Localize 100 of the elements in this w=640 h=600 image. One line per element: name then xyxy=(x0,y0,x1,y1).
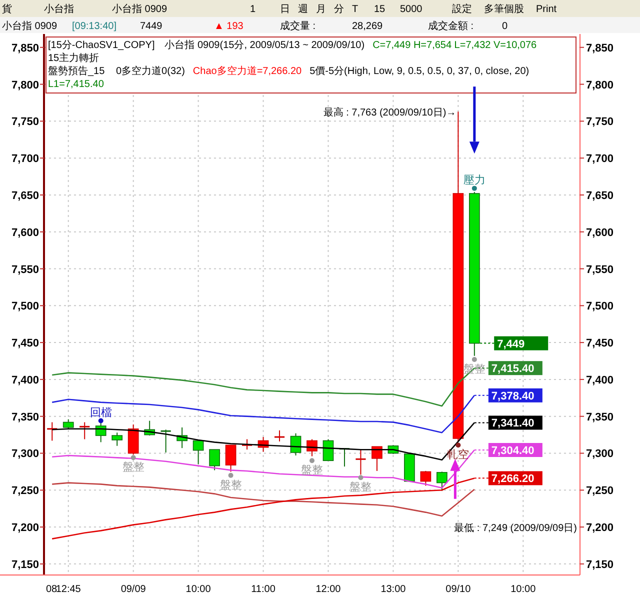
candlestick xyxy=(436,471,448,492)
text: 成交量 : xyxy=(280,20,316,32)
text: Print xyxy=(536,4,557,15)
annotation: 15主力轉折 xyxy=(48,52,100,64)
data-label: 7,378.40 xyxy=(491,390,534,402)
point xyxy=(358,475,364,480)
y-tick-label: 7,250 xyxy=(11,485,39,498)
candlestick xyxy=(241,438,253,450)
text: 成交金額 : xyxy=(428,20,474,32)
annotation: C=7,449 H=7,654 L=7,432 V=10,076 xyxy=(372,40,538,51)
y2-tick-label: 7,750 xyxy=(586,116,614,128)
y-tick-label: 7,550 xyxy=(11,264,39,276)
y2-tick-label: 7,250 xyxy=(586,485,614,498)
y-tick-label: 7,600 xyxy=(11,226,39,239)
x-tick-label: 10:00 xyxy=(510,584,536,595)
y2-tick-label: 7,800 xyxy=(586,79,614,92)
series-label: 軋空 xyxy=(447,448,470,462)
text: 設定 xyxy=(452,3,472,15)
y-tick-label: 7,150 xyxy=(11,558,39,571)
y-tick-label: 7,850 xyxy=(11,42,39,54)
text: 盤整 xyxy=(122,462,144,474)
y2-tick-label: 7,500 xyxy=(586,300,614,313)
chart-title: [15分-ChaoSV1_COPY] 小台指 0909(15分, 2009/05/13 ~ 2009/09/10) xyxy=(48,39,365,51)
text: 週 xyxy=(298,4,308,15)
y2-tick-label: 7,700 xyxy=(586,153,614,166)
text: [09:13:40] xyxy=(72,21,117,32)
point xyxy=(130,455,136,460)
text: 月 xyxy=(316,4,326,15)
y-tick-label: 7,350 xyxy=(11,411,39,424)
x-tick-label: 09/10 xyxy=(446,584,472,595)
candlestick xyxy=(225,444,236,472)
point xyxy=(472,186,477,191)
candlestick xyxy=(46,422,58,442)
candlestick xyxy=(192,439,204,465)
y-tick-label: 7,400 xyxy=(11,374,39,386)
annotation: 最低 : 7,249 (2009/09/09日) xyxy=(454,522,577,534)
text: 1 xyxy=(250,4,256,15)
y2-tick-label: 7,550 xyxy=(586,264,614,276)
x-tick-label: 10:00 xyxy=(186,584,212,595)
series-label: 回檔 xyxy=(90,406,112,419)
y2-tick-label: 7,600 xyxy=(586,226,614,239)
text: 28,269 xyxy=(352,21,384,32)
candlestick xyxy=(112,432,123,446)
candlestick xyxy=(160,429,172,454)
candlestick xyxy=(78,422,90,440)
annotation: 0多空力道0(32) xyxy=(116,65,185,77)
y2-tick-label: 7,150 xyxy=(586,558,614,571)
x-tick-label: 12:00 xyxy=(316,584,342,595)
point xyxy=(456,442,461,448)
y-tick-label: 7,300 xyxy=(11,448,39,460)
text: 0 xyxy=(502,21,508,32)
series-label: 壓力 xyxy=(463,173,486,186)
text: 盤整 xyxy=(350,482,372,494)
candlestick xyxy=(290,432,302,456)
x-tick-label: 13:00 xyxy=(380,584,406,595)
y2-tick-label: 7,650 xyxy=(586,190,614,202)
y2-tick-label: 7,400 xyxy=(586,374,614,386)
y-tick-label: 7,750 xyxy=(11,116,39,128)
text: 7449 xyxy=(140,21,163,32)
series-label: 盤整 xyxy=(301,464,323,477)
y-tick-label: 7,500 xyxy=(11,300,39,313)
point xyxy=(310,458,314,464)
text: 7,449 xyxy=(497,338,525,350)
annotation: 最高 : 7,763 (2009/09/10日)→ xyxy=(323,106,456,119)
text: 小台指 0909 xyxy=(2,20,58,32)
point xyxy=(228,472,234,478)
x-tick-label: 11:00 xyxy=(251,584,276,595)
data-label: 7,304.40 xyxy=(491,444,534,457)
annotation: 盤勢預告_15 xyxy=(48,65,106,77)
candlestick xyxy=(274,430,286,442)
y-tick-label: 7,650 xyxy=(11,190,39,202)
text: 貨 xyxy=(2,3,12,15)
x-tick-label: 09/09 xyxy=(120,584,146,595)
text: T xyxy=(352,4,358,15)
x-tick-label: 08 xyxy=(46,584,58,595)
y-tick-label: 7,700 xyxy=(11,153,39,166)
annotation: 5價-5分(High, Low, 9, 0.5, 0.5, 0, 37, 0, close, 20) xyxy=(310,65,530,77)
text: 5000 xyxy=(400,4,423,15)
data-label: 7,266.20 xyxy=(491,473,534,486)
text: 日 xyxy=(280,4,290,15)
point xyxy=(472,357,477,362)
y2-tick-label: 7,350 xyxy=(586,411,614,424)
point xyxy=(98,418,104,424)
candlestick xyxy=(420,470,432,486)
y2-tick-label: 7,850 xyxy=(586,42,614,54)
y2-tick-label: 7,450 xyxy=(586,338,614,350)
text: 15 xyxy=(374,4,386,15)
y-tick-label: 7,450 xyxy=(11,338,39,350)
data-label: 7,341.40 xyxy=(491,418,534,430)
y2-tick-label: 7,200 xyxy=(586,522,614,534)
text: ▲ 193 xyxy=(214,21,244,32)
text: 小台指 0909 xyxy=(112,3,168,15)
candlestick xyxy=(322,438,334,462)
candlestick xyxy=(62,418,74,430)
annotation: L1=7,415.40 xyxy=(48,79,104,90)
data-label: 7,415.40 xyxy=(491,363,534,376)
y-tick-label: 7,200 xyxy=(11,522,39,534)
text: 盤整 xyxy=(220,479,242,492)
y2-tick-label: 7,300 xyxy=(586,448,614,460)
candlestick xyxy=(209,449,220,471)
